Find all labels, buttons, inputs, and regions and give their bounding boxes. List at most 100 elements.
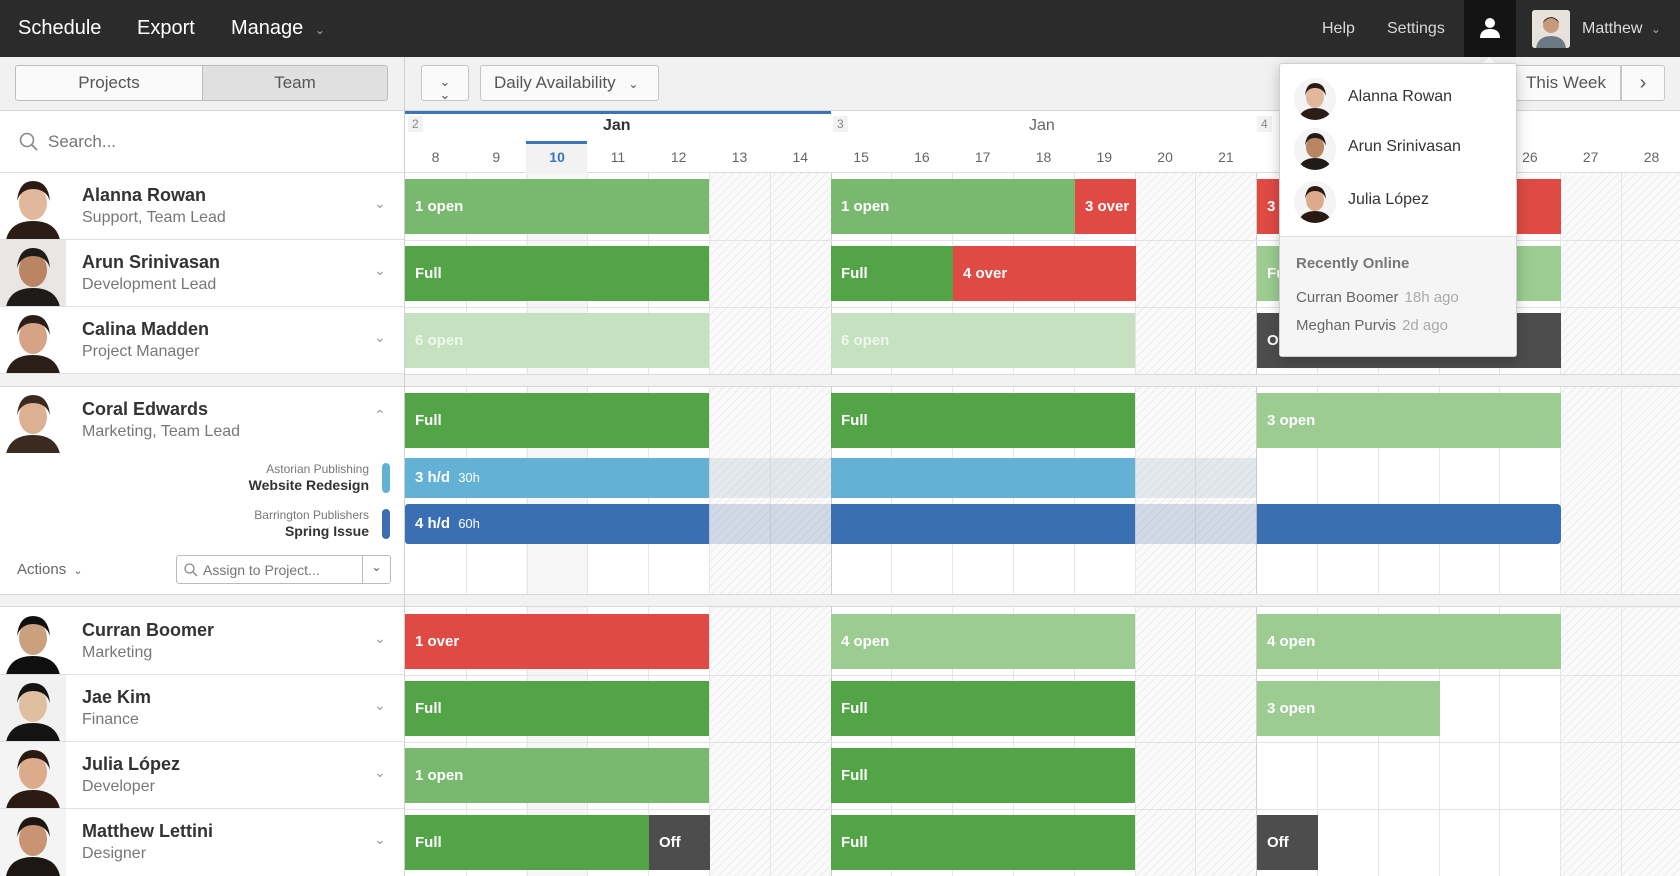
chevron-down-icon[interactable]: ⌄ — [374, 329, 386, 345]
search-icon — [184, 563, 198, 577]
availability-bar[interactable]: Full — [831, 748, 1135, 803]
person-role: Developer — [82, 778, 155, 795]
view-select[interactable]: Daily Availability ⌄ — [480, 65, 659, 101]
project-color-swatch — [382, 463, 390, 493]
online-user-item[interactable]: Alanna Rowan — [1294, 76, 1504, 120]
this-week-button[interactable]: This Week — [1505, 65, 1621, 101]
day-label: 16 — [914, 149, 930, 165]
availability-bar[interactable]: 4 open — [1257, 614, 1561, 669]
person-name: Alanna Rowan — [82, 185, 207, 205]
nav-help[interactable]: Help — [1322, 20, 1355, 37]
chevron-up-icon[interactable]: ⌃ — [374, 407, 386, 423]
team-tab[interactable]: Team — [202, 65, 388, 101]
recent-user-row[interactable]: Meghan Purvis 2d ago — [1296, 317, 1448, 334]
person-role: Designer — [82, 845, 147, 862]
projects-tab[interactable]: Projects — [15, 65, 203, 101]
availability-bar[interactable]: Full — [831, 393, 1135, 448]
project-bar[interactable]: 3 h/d 30h — [405, 458, 709, 498]
person-role: Marketing, Team Lead — [82, 423, 241, 440]
person-row[interactable]: Curran Boomer Marketing ⌄ — [0, 608, 404, 675]
grid-line — [770, 173, 771, 876]
grid-line — [1135, 173, 1136, 876]
chevron-down-icon[interactable]: ⌄ — [374, 697, 386, 713]
availability-bar[interactable]: 4 over — [953, 246, 1136, 301]
project-rate: 3 h/d — [415, 469, 451, 486]
nav-export[interactable]: Export — [137, 17, 195, 39]
person-row[interactable]: Jae Kim Finance ⌄ — [0, 675, 404, 742]
project-name[interactable]: Website Redesign — [248, 477, 369, 493]
avatar-image — [1532, 10, 1570, 48]
person-row[interactable]: Julia López Developer ⌄ — [0, 742, 404, 809]
chevron-down-icon[interactable]: ⌄ — [374, 764, 386, 780]
assign-project-input[interactable] — [201, 559, 351, 580]
recent-user-row[interactable]: Curran Boomer 18h ago — [1296, 289, 1459, 306]
day-label: 13 — [731, 149, 748, 165]
chevron-down-icon[interactable]: ⌄ — [362, 556, 390, 583]
project-bar[interactable] — [1257, 504, 1561, 544]
avatar — [0, 675, 66, 741]
person-row[interactable]: Matthew Lettini Designer ⌄ — [0, 809, 404, 876]
availability-bar[interactable]: Off — [649, 815, 710, 870]
user-avatar[interactable] — [1532, 10, 1570, 48]
project-bar[interactable] — [831, 504, 1135, 544]
recent-user-name: Meghan Purvis — [1296, 317, 1397, 334]
search-input[interactable] — [46, 127, 386, 157]
person-role: Support, Team Lead — [82, 209, 226, 226]
availability-bar[interactable]: Full — [405, 681, 709, 736]
next-week-button[interactable]: › — [1621, 65, 1665, 101]
online-user-item[interactable]: Arun Srinivasan — [1294, 126, 1504, 170]
user-menu[interactable]: Matthew ⌄ — [1582, 0, 1661, 57]
online-users-button[interactable] — [1464, 0, 1516, 57]
online-user-name: Julia López — [1348, 191, 1429, 208]
availability-bar[interactable]: Full — [831, 681, 1135, 736]
availability-bar[interactable]: 6 open — [831, 313, 1135, 368]
chevron-down-icon[interactable]: ⌄ — [374, 262, 386, 278]
nav-manage[interactable]: Manage ⌄ — [231, 0, 325, 57]
avatar — [1294, 181, 1336, 223]
search-icon — [19, 132, 38, 151]
collapse-all-button[interactable]: ⌄ ⌄ — [421, 65, 469, 101]
availability-bar[interactable]: 1 open — [831, 179, 1075, 234]
availability-bar[interactable]: Full — [405, 246, 709, 301]
chevron-down-icon: ⌄ — [628, 77, 639, 91]
availability-bar[interactable]: 1 open — [405, 748, 709, 803]
availability-bar[interactable]: Full — [831, 246, 953, 301]
project-bar-weekend — [1135, 504, 1257, 544]
project-name[interactable]: Spring Issue — [284, 523, 369, 539]
person-row-expanded[interactable]: Coral Edwards Marketing, Team Lead ⌃ Ast… — [0, 387, 404, 594]
week-number: 3 — [833, 116, 848, 132]
availability-bar[interactable]: 3 over — [1075, 179, 1136, 234]
nav-schedule[interactable]: Schedule — [18, 17, 102, 39]
person-name: Julia López — [82, 754, 181, 774]
actions-menu[interactable]: Actions ⌄ — [17, 561, 83, 578]
assign-project-select[interactable]: ⌄ — [176, 555, 391, 584]
project-bar[interactable] — [831, 458, 1135, 498]
availability-bar[interactable]: Full — [831, 815, 1135, 870]
availability-bar[interactable]: 3 open — [1257, 681, 1440, 736]
week-number: 4 — [1257, 116, 1272, 132]
today-indicator — [526, 141, 587, 144]
person-role: Marketing — [82, 644, 153, 661]
chevron-down-icon[interactable]: ⌄ — [374, 831, 386, 847]
availability-bar[interactable]: 6 open — [405, 313, 709, 368]
availability-bar[interactable]: 1 open — [405, 179, 709, 234]
availability-bar[interactable]: 3 open — [1257, 393, 1561, 448]
avatar — [0, 240, 66, 306]
availability-bar[interactable]: 4 open — [831, 614, 1135, 669]
availability-bar[interactable]: Full — [405, 815, 649, 870]
availability-bar[interactable]: Full — [405, 393, 709, 448]
project-bar[interactable]: 4 h/d 60h — [405, 504, 709, 544]
person-row[interactable]: Calina Madden Project Manager ⌄ — [0, 307, 404, 374]
chevron-down-icon[interactable]: ⌄ — [374, 195, 386, 211]
current-week-indicator — [405, 111, 831, 114]
online-user-item[interactable]: Julia López — [1294, 179, 1504, 223]
person-row[interactable]: Alanna Rowan Support, Team Lead ⌄ — [0, 173, 404, 240]
chevron-down-icon[interactable]: ⌄ — [374, 630, 386, 646]
avatar-image — [0, 387, 66, 453]
avatar — [0, 173, 66, 239]
weekend-shade — [1135, 173, 1257, 876]
availability-bar[interactable]: 1 over — [405, 614, 709, 669]
person-row[interactable]: Arun Srinivasan Development Lead ⌄ — [0, 240, 404, 307]
availability-bar[interactable]: Off — [1257, 815, 1318, 870]
nav-settings[interactable]: Settings — [1387, 20, 1445, 37]
